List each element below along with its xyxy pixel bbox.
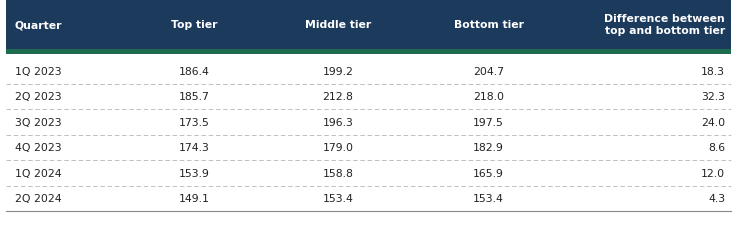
Text: 153.4: 153.4: [323, 194, 353, 203]
Text: 1Q 2024: 1Q 2024: [15, 168, 61, 178]
Text: 158.8: 158.8: [323, 168, 353, 178]
Text: 196.3: 196.3: [323, 117, 353, 127]
Text: 197.5: 197.5: [473, 117, 504, 127]
Text: 186.4: 186.4: [179, 66, 210, 76]
Text: Difference between
top and bottom tier: Difference between top and bottom tier: [604, 14, 725, 36]
Text: 174.3: 174.3: [179, 143, 210, 153]
Text: 204.7: 204.7: [473, 66, 504, 76]
Text: 4.3: 4.3: [708, 194, 725, 203]
Text: Middle tier: Middle tier: [305, 20, 371, 30]
Text: 218.0: 218.0: [473, 92, 504, 102]
Text: 8.6: 8.6: [708, 143, 725, 153]
Text: Bottom tier: Bottom tier: [454, 20, 524, 30]
Text: 2Q 2023: 2Q 2023: [15, 92, 61, 102]
Text: 212.8: 212.8: [323, 92, 353, 102]
Text: 153.4: 153.4: [473, 194, 504, 203]
Text: 3Q 2023: 3Q 2023: [15, 117, 61, 127]
Text: 149.1: 149.1: [179, 194, 210, 203]
Text: 182.9: 182.9: [473, 143, 504, 153]
Text: 24.0: 24.0: [701, 117, 725, 127]
Text: 199.2: 199.2: [323, 66, 353, 76]
Text: Top tier: Top tier: [171, 20, 217, 30]
Text: 32.3: 32.3: [701, 92, 725, 102]
Text: 2Q 2024: 2Q 2024: [15, 194, 61, 203]
Text: 165.9: 165.9: [473, 168, 504, 178]
Text: 153.9: 153.9: [179, 168, 210, 178]
Text: 18.3: 18.3: [701, 66, 725, 76]
Text: 1Q 2023: 1Q 2023: [15, 66, 61, 76]
Bar: [6, 0, 731, 50]
Text: 12.0: 12.0: [701, 168, 725, 178]
Text: Quarter: Quarter: [15, 20, 62, 30]
Bar: [6, 50, 731, 55]
Text: 4Q 2023: 4Q 2023: [15, 143, 61, 153]
Text: 185.7: 185.7: [179, 92, 210, 102]
Text: 179.0: 179.0: [323, 143, 354, 153]
Text: 173.5: 173.5: [179, 117, 210, 127]
